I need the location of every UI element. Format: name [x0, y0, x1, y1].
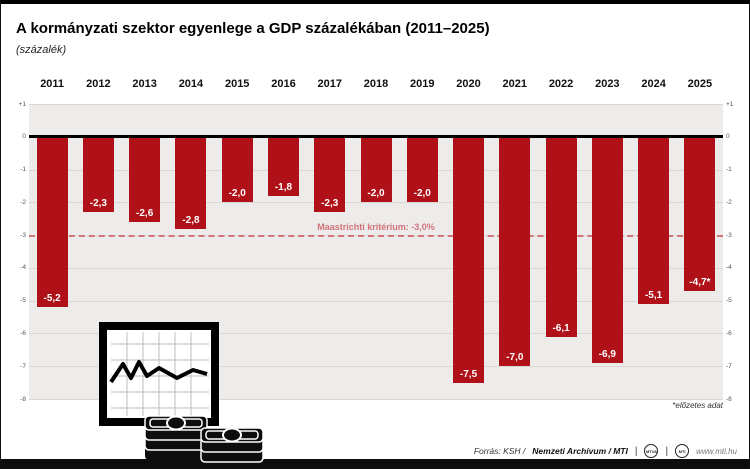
bar-value-label: -7,5: [459, 368, 478, 380]
bar-2016: -1,8: [267, 136, 299, 196]
maastricht-reference-label: Maastrichti kritérium: -3,0%: [317, 222, 435, 233]
gridline: [29, 300, 723, 302]
y-tick-label: -4: [20, 264, 26, 272]
website-label: www.mti.hu: [696, 446, 737, 456]
trend-line-icon: [109, 360, 208, 384]
bar-2013: -2,6: [129, 136, 161, 222]
bar-value-label: -7,0: [506, 352, 524, 364]
bar-value-label: -2,0: [228, 188, 246, 200]
mtva-logo-icon: MTVA: [644, 444, 659, 458]
bar-value-label: -6,1: [552, 322, 570, 334]
y-tick-label: -3: [20, 231, 26, 239]
source-prefix: Forrás: KSH /: [473, 446, 526, 456]
x-axis-year-labels: 2011 2012 2013 2014 2015 2016 2017 2018 2019 2020…: [29, 78, 723, 90]
bottom-black-bar: [1, 459, 749, 468]
bar-2022: -6,1: [545, 136, 577, 337]
y-tick-label: -5: [726, 297, 732, 305]
bar-value-label: -2,3: [89, 198, 107, 210]
y-tick-label: -5: [20, 297, 26, 305]
zero-axis-line: [29, 135, 723, 139]
gridline: [29, 333, 723, 335]
footer-source-bar: Forrás: KSH / Nemzeti Archívum / MTI | M…: [474, 442, 737, 460]
year-label: 2011: [40, 78, 65, 90]
year-label: 2020: [456, 78, 481, 90]
chart-and-money-illustration: [99, 322, 264, 463]
y-tick-label: -7: [726, 362, 732, 370]
bar-2025: -4,7*: [684, 136, 716, 291]
page-title: A kormányzati szektor egyenlege a GDP sz…: [16, 20, 490, 37]
gridline: [29, 104, 723, 105]
year-label: 2025: [687, 78, 713, 90]
y-axis-right: +1 0 -1 -2 -3 -4 -5 -6 -7 -8: [726, 100, 744, 403]
y-tick-label: -3: [726, 231, 732, 239]
y-tick-label: -8: [726, 395, 732, 403]
year-label: 2018: [363, 78, 389, 90]
y-tick-label: -6: [726, 329, 732, 337]
bar-2021: -7,0: [499, 136, 531, 367]
bar-2023: -6,9: [591, 136, 623, 363]
year-label: 2012: [86, 78, 111, 90]
y-tick-label: -1: [20, 166, 26, 174]
bar-value-label: -1,8: [274, 181, 293, 193]
gridline: [29, 267, 723, 269]
y-tick-label: 0: [726, 133, 730, 141]
footnote: *előzetes adat: [672, 401, 723, 410]
year-label: 2022: [548, 78, 574, 90]
year-label: 2023: [595, 78, 620, 90]
y-tick-label: -2: [726, 198, 732, 206]
chart-grid: [111, 332, 209, 416]
y-tick-label: -8: [20, 395, 26, 403]
bar-value-label: -6,9: [598, 348, 616, 360]
bar-value-label: -2,6: [136, 207, 154, 219]
banknote-stack-icon: [144, 415, 264, 463]
gridline: [29, 366, 723, 368]
y-tick-label: 0: [22, 133, 26, 141]
gridline: [29, 399, 723, 400]
y-tick-label: -7: [20, 362, 26, 370]
gridline: [29, 202, 723, 204]
bar-2015: -2,0: [221, 136, 253, 203]
bar-2012: -2,3: [82, 136, 114, 213]
bar-2024: -5,1: [638, 136, 670, 304]
y-tick-label: -4: [726, 264, 732, 272]
y-tick-label: +1: [726, 100, 734, 108]
bar-2020: -7,5: [453, 136, 485, 383]
source-names: Nemzeti Archívum / MTI: [532, 446, 628, 456]
bar-2014: -2,8: [175, 136, 207, 229]
bar-value-label: -2,8: [182, 214, 200, 226]
bar-value-label: -2,3: [321, 198, 339, 210]
maastricht-reference-line: [29, 235, 723, 238]
year-label: 2021: [502, 78, 528, 90]
year-label: 2013: [132, 78, 157, 90]
y-tick-label: -6: [20, 329, 26, 337]
year-label: 2016: [271, 78, 296, 90]
y-tick-label: +1: [18, 100, 26, 108]
y-tick-label: -2: [20, 198, 26, 206]
bar-value-label: -5,2: [43, 293, 61, 305]
page-subtitle: (százalék): [16, 44, 67, 56]
year-label: 2014: [178, 78, 204, 90]
year-label: 2015: [224, 78, 250, 90]
mti-logo-icon: MTI: [675, 444, 690, 458]
separator: |: [634, 445, 638, 457]
separator: |: [665, 445, 669, 457]
bar-value-label: -2,0: [367, 188, 385, 200]
year-label: 2019: [410, 78, 435, 90]
year-label: 2017: [317, 78, 342, 90]
bar-2017: -2,3: [314, 136, 346, 213]
bar-value-label: -4,7*: [689, 276, 711, 288]
bar-2019: -2,0: [406, 136, 438, 203]
year-label: 2024: [641, 78, 666, 90]
y-tick-label: -1: [726, 166, 732, 174]
y-axis-left: +1 0 -1 -2 -3 -4 -5 -6 -7 -8: [8, 100, 26, 403]
bar-value-label: -2,0: [413, 188, 431, 200]
bar-2018: -2,0: [360, 136, 392, 203]
bar-value-label: -5,1: [644, 289, 663, 301]
bar-2011: -5,2: [36, 136, 68, 308]
